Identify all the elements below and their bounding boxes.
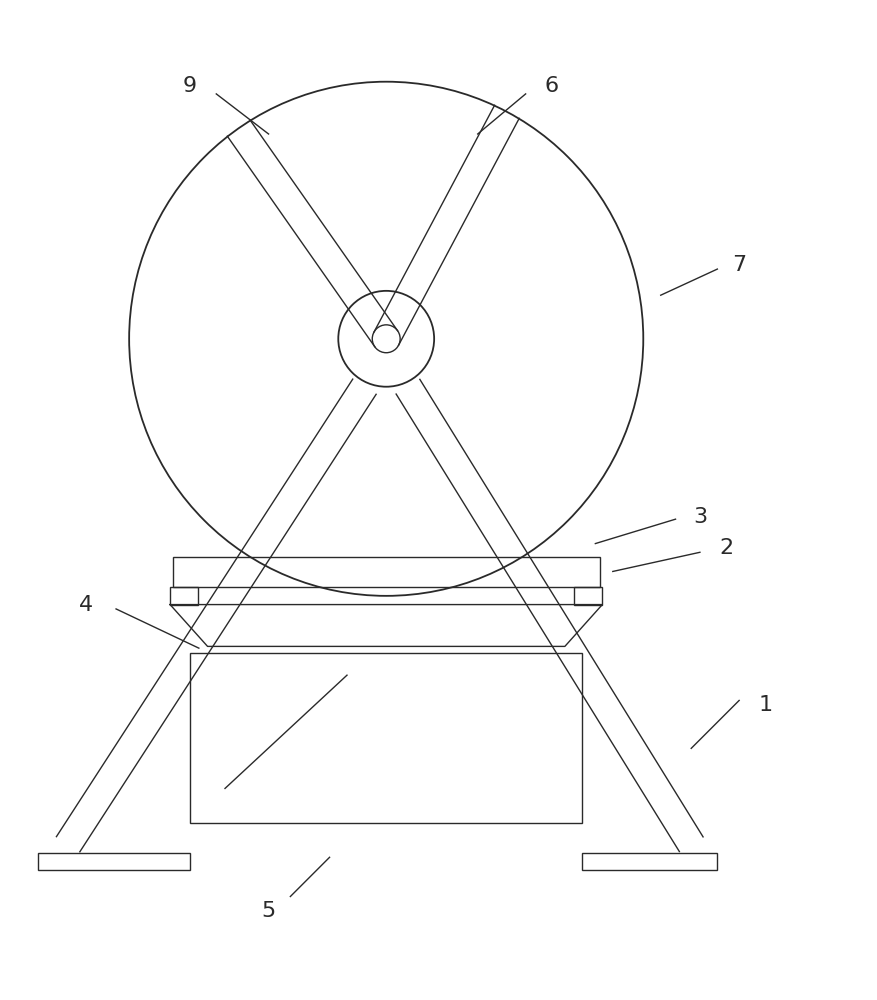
Text: 2: 2 xyxy=(719,538,733,558)
Bar xyxy=(582,853,717,870)
Text: 5: 5 xyxy=(261,901,275,921)
Bar xyxy=(173,557,600,587)
Bar xyxy=(170,587,198,605)
Bar xyxy=(574,587,602,605)
Text: 3: 3 xyxy=(693,507,707,527)
Text: 9: 9 xyxy=(183,76,197,96)
Text: 1: 1 xyxy=(759,695,773,715)
Bar xyxy=(190,653,582,823)
Bar xyxy=(38,853,190,870)
Text: 4: 4 xyxy=(79,595,93,615)
Text: 7: 7 xyxy=(732,255,746,275)
Text: 6: 6 xyxy=(545,76,559,96)
